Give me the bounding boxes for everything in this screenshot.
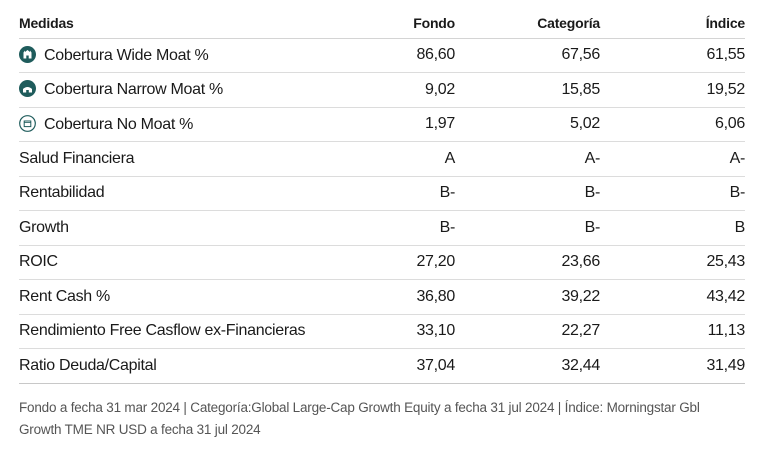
table-row: Cobertura Narrow Moat % 9,02 15,85 19,52 bbox=[19, 72, 745, 108]
header-categoria: Categoría bbox=[455, 0, 600, 39]
row-label: Rentabilidad bbox=[19, 176, 359, 211]
cell-fondo: 86,60 bbox=[359, 38, 455, 73]
row-label: Cobertura No Moat % bbox=[44, 115, 194, 133]
cell-indice: A- bbox=[600, 141, 745, 177]
cell-fondo: 27,20 bbox=[359, 245, 455, 280]
cell-categoria: 67,56 bbox=[455, 38, 600, 73]
row-label: ROIC bbox=[19, 245, 359, 280]
header-medidas: Medidas bbox=[19, 0, 359, 39]
table-row: Cobertura Wide Moat % 86,60 67,56 61,55 bbox=[19, 38, 745, 73]
cell-fondo: 33,10 bbox=[359, 314, 455, 349]
narrow-moat-icon bbox=[19, 80, 36, 98]
cell-categoria: 5,02 bbox=[455, 107, 600, 142]
cell-indice: 43,42 bbox=[600, 279, 745, 315]
row-label: Rent Cash % bbox=[19, 279, 359, 315]
cell-fondo: B- bbox=[359, 176, 455, 211]
cell-fondo: 9,02 bbox=[359, 72, 455, 108]
cell-categoria: 23,66 bbox=[455, 245, 600, 280]
row-label: Salud Financiera bbox=[19, 141, 359, 177]
table-row: Ratio Deuda/Capital 37,04 32,44 31,49 bbox=[19, 348, 745, 384]
table-row: Salud Financiera A A- A- bbox=[19, 141, 745, 177]
cell-categoria: A- bbox=[455, 141, 600, 177]
cell-categoria: 15,85 bbox=[455, 72, 600, 108]
cell-indice: 19,52 bbox=[600, 72, 745, 108]
cell-fondo: 36,80 bbox=[359, 279, 455, 315]
cell-indice: B- bbox=[600, 176, 745, 211]
header-indice: Índice bbox=[600, 0, 745, 39]
cell-categoria: 32,44 bbox=[455, 348, 600, 384]
cell-fondo: B- bbox=[359, 210, 455, 246]
cell-fondo: 37,04 bbox=[359, 348, 455, 384]
cell-indice: 25,43 bbox=[600, 245, 745, 280]
metrics-table: Medidas Fondo Categoría Índice Cobertura… bbox=[19, 0, 745, 384]
table-row: Rentabilidad B- B- B- bbox=[19, 176, 745, 211]
row-label: Growth bbox=[19, 210, 359, 246]
cell-categoria: 22,27 bbox=[455, 314, 600, 349]
cell-indice: 61,55 bbox=[600, 38, 745, 73]
table-header-row: Medidas Fondo Categoría Índice bbox=[19, 0, 745, 39]
row-label: Cobertura Wide Moat % bbox=[44, 46, 209, 64]
table-row: Growth B- B- B bbox=[19, 210, 745, 246]
wide-moat-icon bbox=[19, 45, 36, 63]
cell-categoria: B- bbox=[455, 210, 600, 246]
cell-categoria: 39,22 bbox=[455, 279, 600, 315]
table-row: ROIC 27,20 23,66 25,43 bbox=[19, 245, 745, 280]
row-label: Cobertura Narrow Moat % bbox=[44, 81, 223, 99]
metrics-panel: Medidas Fondo Categoría Índice Cobertura… bbox=[19, 0, 745, 384]
table-row: Cobertura No Moat % 1,97 5,02 6,06 bbox=[19, 107, 745, 142]
no-moat-icon bbox=[19, 114, 36, 132]
cell-indice: B bbox=[600, 210, 745, 246]
table-row: Rendimiento Free Casflow ex-Financieras … bbox=[19, 314, 745, 349]
cell-categoria: B- bbox=[455, 176, 600, 211]
cell-indice: 6,06 bbox=[600, 107, 745, 142]
cell-indice: 31,49 bbox=[600, 348, 745, 384]
row-label: Ratio Deuda/Capital bbox=[19, 348, 359, 384]
table-footnote: Fondo a fecha 31 mar 2024 | Categoría:Gl… bbox=[19, 400, 700, 437]
cell-fondo: 1,97 bbox=[359, 107, 455, 142]
cell-fondo: A bbox=[359, 141, 455, 177]
cell-indice: 11,13 bbox=[600, 314, 745, 349]
row-label: Rendimiento Free Casflow ex-Financieras bbox=[19, 314, 359, 349]
table-row: Rent Cash % 36,80 39,22 43,42 bbox=[19, 279, 745, 315]
header-fondo: Fondo bbox=[359, 0, 455, 39]
